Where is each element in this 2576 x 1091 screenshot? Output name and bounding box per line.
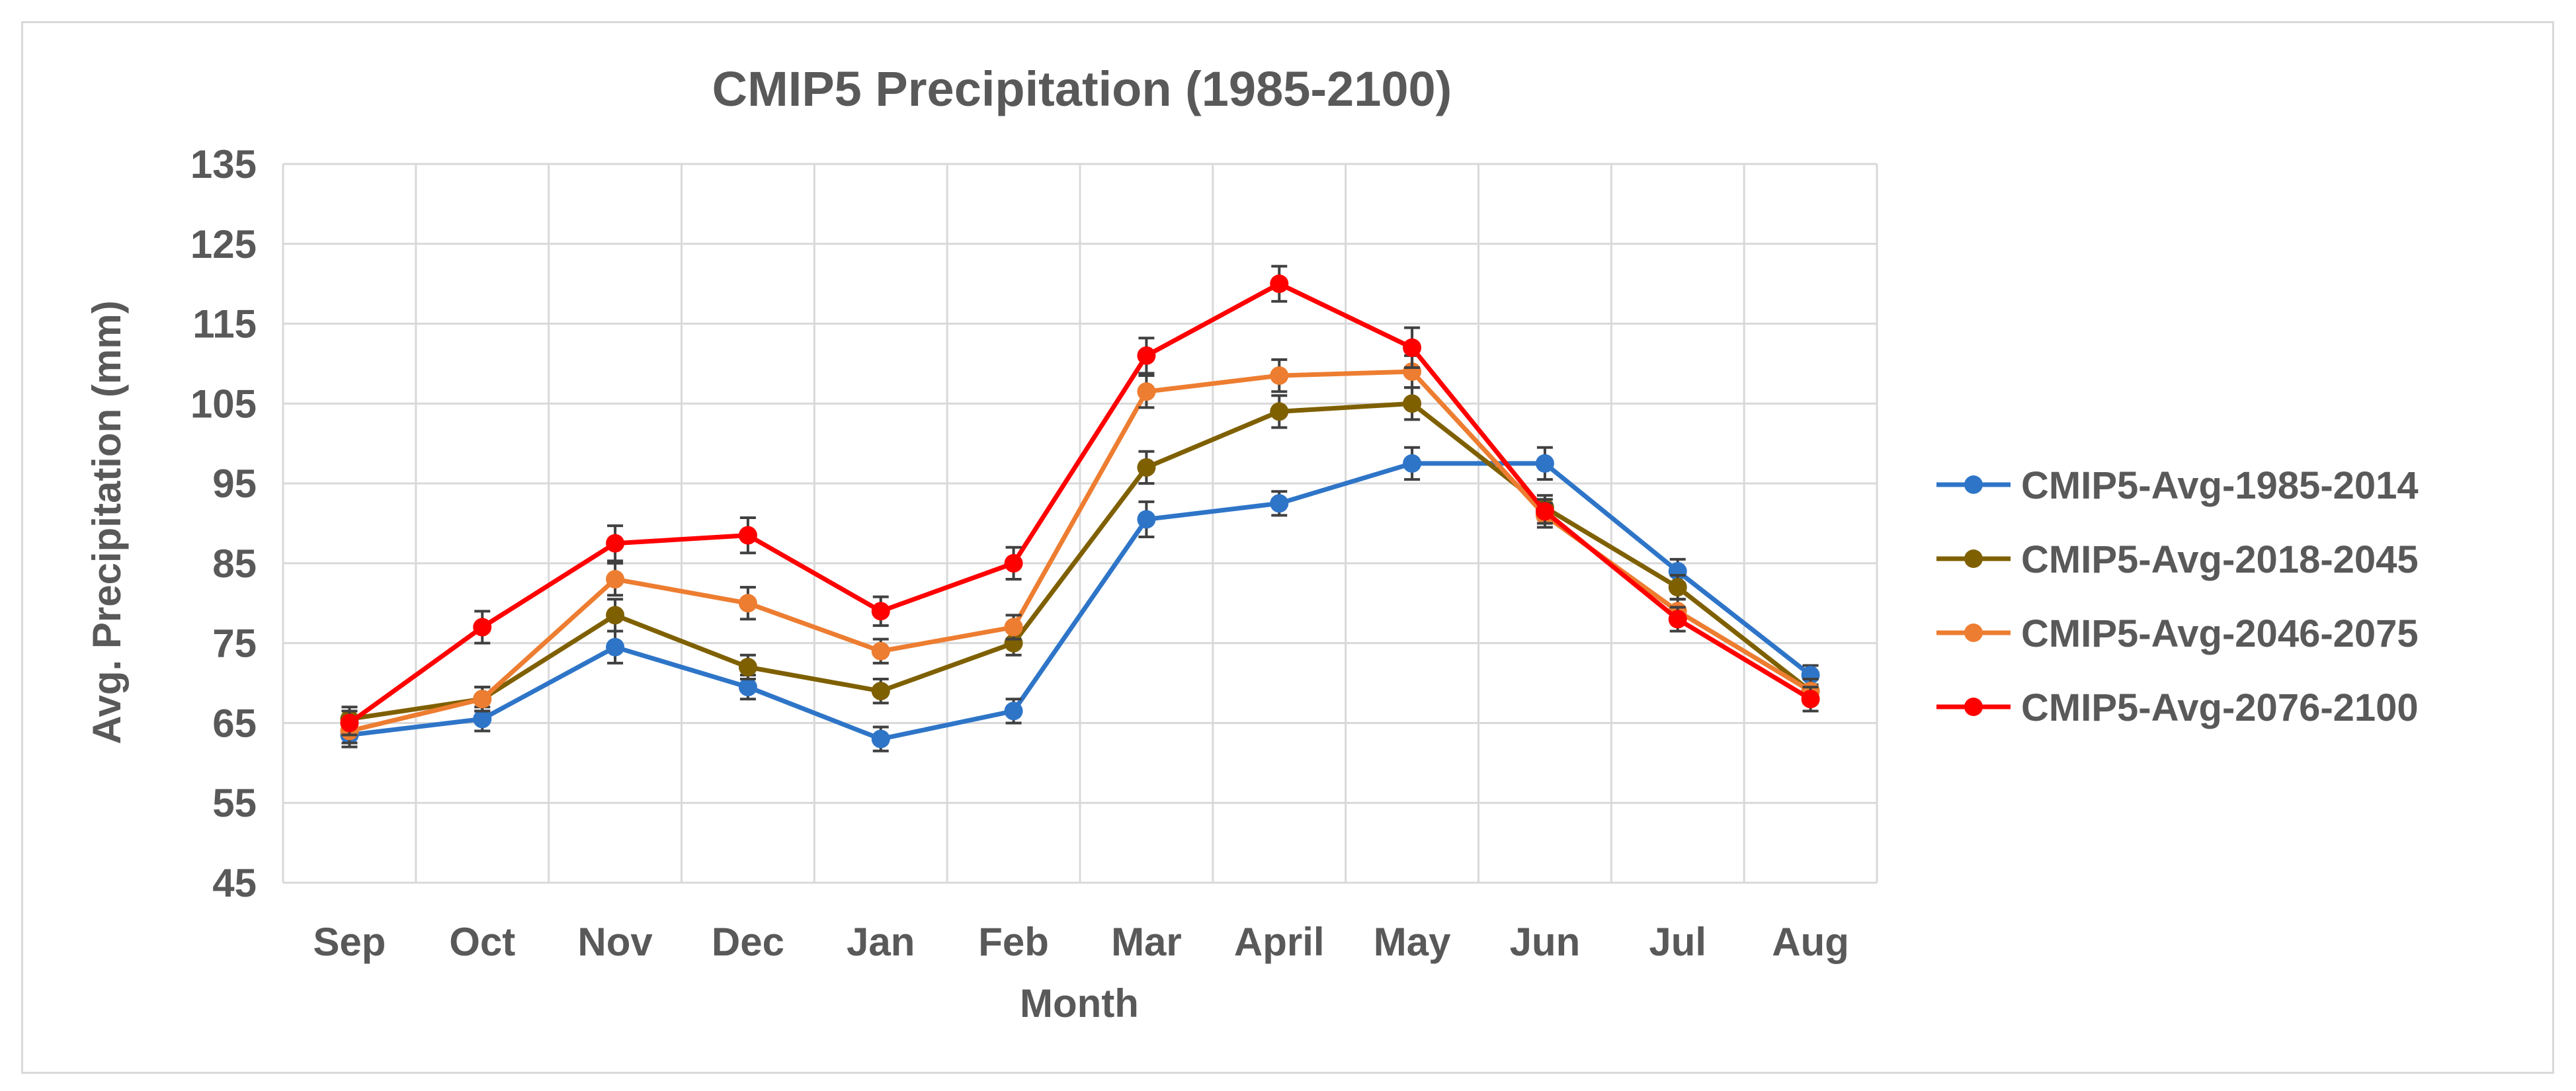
- legend-item: CMIP5-Avg-1985-2014: [1936, 464, 2419, 507]
- y-tick-label: 105: [190, 382, 257, 426]
- x-tick-label: Oct: [449, 920, 515, 964]
- legend-marker: [1964, 698, 1983, 716]
- legend: CMIP5-Avg-1985-2014 CMIP5-Avg-2018-2045 CM…: [1936, 464, 2419, 729]
- series-line: [348, 281, 1812, 725]
- y-tick-label: 95: [212, 462, 257, 506]
- data-point: [1668, 610, 1687, 629]
- data-point: [871, 682, 890, 701]
- data-point: [1403, 454, 1422, 473]
- y-tick-label: 45: [212, 861, 257, 905]
- x-tick-label: Jun: [1510, 920, 1581, 964]
- x-axis-label: Month: [1020, 981, 1139, 1026]
- legend-item: CMIP5-Avg-2076-2100: [1936, 686, 2419, 729]
- data-point: [738, 526, 757, 545]
- data-point: [1270, 274, 1289, 294]
- legend-marker: [1964, 475, 1983, 494]
- legend-label: CMIP5-Avg-2046-2075: [2021, 612, 2419, 655]
- x-tick-label: Nov: [577, 920, 653, 964]
- y-tick-label: 125: [190, 222, 257, 266]
- y-tick-label: 55: [212, 781, 257, 825]
- data-point: [473, 709, 492, 729]
- y-tick-label: 85: [212, 542, 257, 586]
- data-point: [606, 570, 625, 589]
- x-tick-label: May: [1374, 920, 1451, 964]
- series-layer: [340, 264, 1820, 752]
- x-tick-label: Sep: [313, 920, 386, 964]
- series-line: [349, 461, 1812, 742]
- chart-title: CMIP5 Precipitation (1985-2100): [712, 61, 1452, 116]
- data-point: [1137, 382, 1156, 401]
- data-point: [738, 678, 757, 697]
- data-point: [606, 637, 625, 657]
- data-point: [1801, 690, 1820, 709]
- data-point: [1535, 502, 1554, 521]
- x-tick-label: Feb: [978, 920, 1049, 964]
- data-point: [1535, 454, 1554, 473]
- legend-item: CMIP5-Avg-2046-2075: [1936, 612, 2419, 655]
- data-point: [1270, 402, 1289, 421]
- y-axis-ticks: 45 55 65 75 85 95 105 115 125 135: [190, 142, 257, 905]
- legend-marker: [1964, 624, 1983, 642]
- data-point: [340, 713, 359, 733]
- data-point: [1137, 458, 1156, 477]
- series-line: [349, 401, 1812, 721]
- data-point: [1004, 618, 1023, 637]
- data-point: [1403, 338, 1422, 357]
- gridlines: [282, 163, 1878, 884]
- data-point: [473, 690, 492, 709]
- data-point: [871, 729, 890, 748]
- data-point: [871, 641, 890, 661]
- data-point: [738, 657, 757, 676]
- data-point: [871, 602, 890, 621]
- data-point: [1004, 702, 1023, 721]
- x-axis-ticks: Sep Oct Nov Dec Jan Feb Mar April May Jun Jul Aug: [313, 920, 1849, 964]
- data-point: [473, 618, 492, 637]
- y-tick-label: 75: [212, 622, 257, 666]
- x-tick-label: Aug: [1772, 920, 1849, 964]
- x-tick-label: Mar: [1111, 920, 1182, 964]
- x-tick-label: Dec: [712, 920, 784, 964]
- legend-label: CMIP5-Avg-2018-2045: [2021, 538, 2419, 581]
- legend-item: CMIP5-Avg-2018-2045: [1936, 538, 2419, 581]
- legend-marker: [1964, 549, 1983, 568]
- data-point: [606, 606, 625, 625]
- x-tick-label: Jan: [847, 920, 915, 964]
- x-tick-label: April: [1234, 920, 1325, 964]
- y-tick-label: 115: [192, 302, 257, 346]
- y-tick-label: 65: [212, 701, 257, 745]
- series-4: [340, 264, 1820, 737]
- data-point: [1137, 510, 1156, 529]
- data-point: [1270, 366, 1289, 385]
- x-tick-label: Jul: [1649, 920, 1706, 964]
- chart-frame: [21, 21, 2554, 1074]
- legend-label: CMIP5-Avg-2076-2100: [2021, 686, 2419, 729]
- data-point: [606, 534, 625, 553]
- y-tick-label: 135: [190, 142, 257, 186]
- y-axis-label: Avg. Precipitation (mm): [85, 300, 129, 744]
- data-point: [738, 594, 757, 613]
- data-point: [1270, 494, 1289, 513]
- data-point: [1668, 578, 1687, 597]
- data-point: [1403, 394, 1422, 413]
- data-point: [1137, 346, 1156, 365]
- data-point: [1004, 553, 1023, 573]
- legend-label: CMIP5-Avg-1985-2014: [2021, 464, 2419, 507]
